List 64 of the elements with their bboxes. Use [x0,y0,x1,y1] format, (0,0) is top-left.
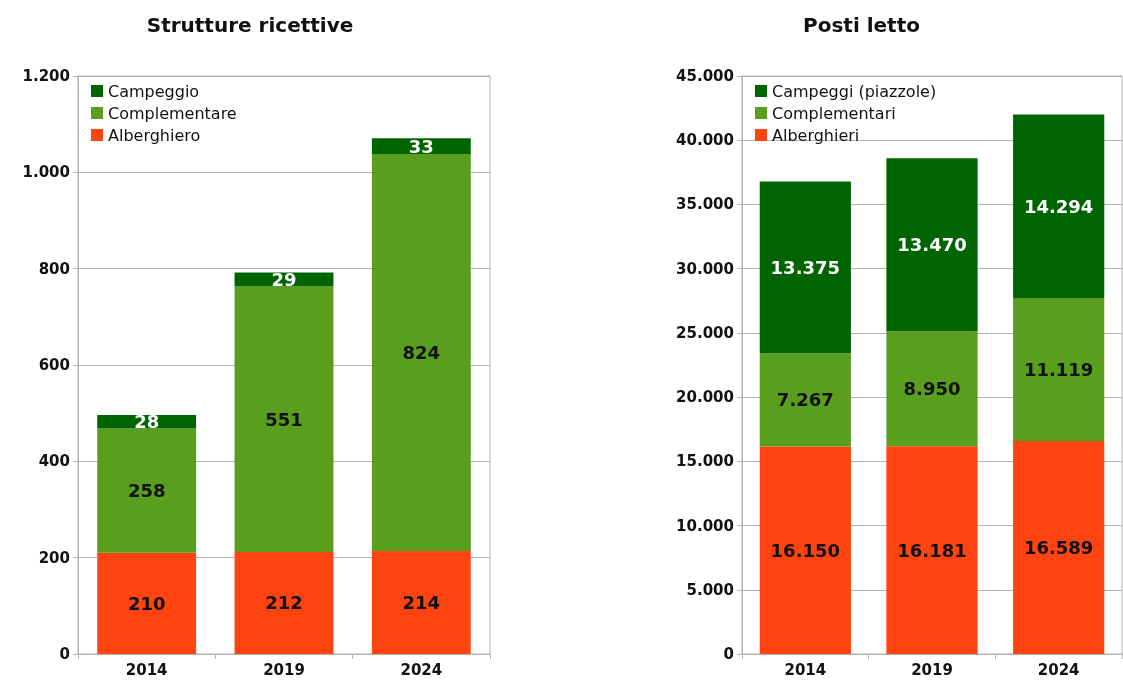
y-tick-label: 0 [59,645,70,663]
data-label: 16.150 [770,539,841,561]
legend-label: Campeggio [108,81,200,101]
data-label: 14.294 [1023,195,1094,217]
legend-label: Complementare [108,103,237,123]
y-tick-label: 15.000 [676,452,734,471]
bar [234,551,334,654]
data-label: 824 [402,341,441,363]
bar [1013,114,1105,299]
y-tick-label: 600 [38,356,70,374]
data-label: 28 [134,411,160,433]
data-label: 13.470 [897,234,967,256]
x-tick-label: 2014 [784,660,827,679]
legend-label: Alberghieri [772,125,860,145]
data-label: 7.267 [776,389,834,411]
data-label: 551 [265,408,303,430]
legend-label: Campeggi (piazzole) [772,81,937,101]
bar [759,181,851,354]
bar [886,331,978,447]
x-tick-label: 2019 [263,660,305,679]
bar [97,428,197,553]
data-label: 214 [402,591,441,613]
y-tick-label: 200 [38,548,70,567]
bar [759,446,851,654]
data-label: 11.119 [1023,359,1094,381]
data-label: 210 [127,592,166,614]
data-label: 33 [408,135,434,157]
x-tick-label: 2019 [911,660,953,679]
data-label: 258 [127,480,166,502]
y-tick-label: 0 [723,645,734,663]
bar [886,158,978,332]
x-tick-label: 2024 [1037,660,1080,679]
y-tick-label: 5.000 [686,580,734,599]
x-tick-label: 2024 [400,660,443,679]
bar [234,286,334,552]
bar [1013,440,1105,654]
bar [371,154,471,551]
bar [97,552,197,654]
y-tick-label: 1.000 [22,163,70,182]
legend-label: Complementari [772,103,896,123]
legend-label: Alberghiero [108,125,201,145]
data-label: 8.950 [903,378,961,400]
y-tick-label: 400 [38,452,70,471]
y-tick-label: 40.000 [676,131,734,150]
y-tick-label: 30.000 [676,259,734,278]
data-label: 212 [265,592,303,614]
y-tick-label: 800 [38,259,70,278]
data-label: 29 [271,269,297,290]
data-label: 13.375 [770,256,841,278]
bar [886,446,978,654]
bar [371,550,471,654]
bar [1013,298,1105,441]
x-tick-label: 2014 [125,660,168,679]
bar [759,353,851,447]
y-tick-label: 1.200 [22,67,70,85]
y-tick-label: 35.000 [676,195,734,214]
y-tick-label: 10.000 [676,516,734,535]
chart-title: Strutture ricettive [146,13,354,37]
data-label: 16.181 [897,539,967,561]
y-tick-label: 45.000 [676,67,734,85]
data-label: 16.589 [1023,536,1094,558]
chart-title: Posti letto [803,13,920,37]
y-tick-label: 25.000 [676,323,734,342]
y-tick-label: 20.000 [676,388,734,407]
